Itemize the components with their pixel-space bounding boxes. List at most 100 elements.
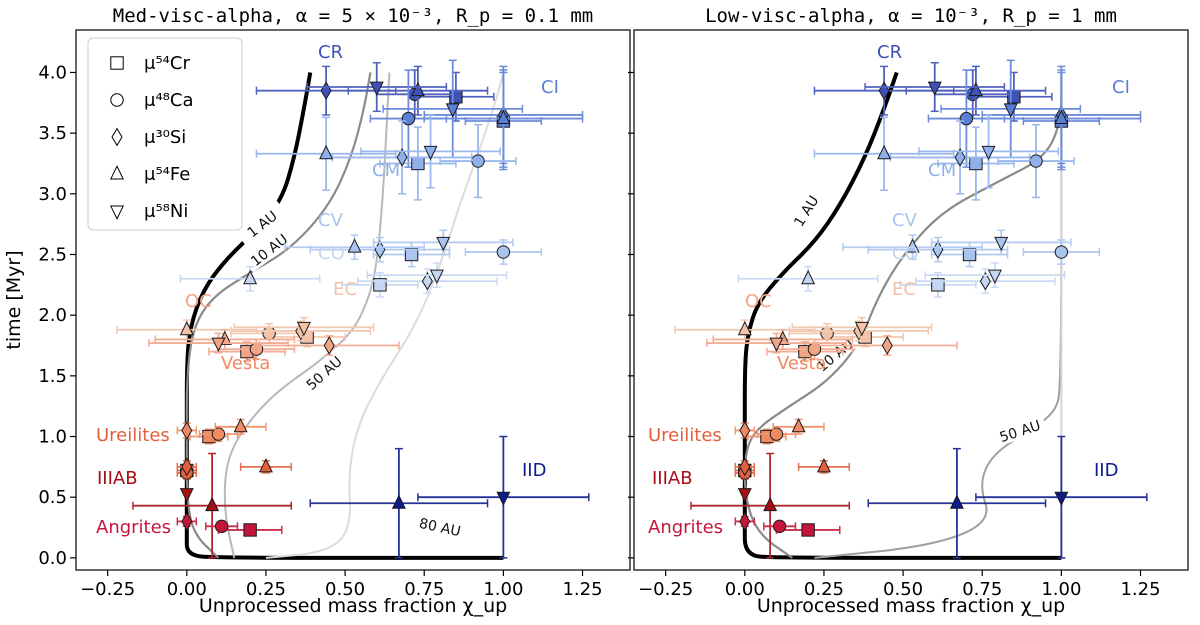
circle-marker xyxy=(769,427,784,441)
circle-marker xyxy=(401,111,416,126)
circle-marker xyxy=(496,245,511,259)
y-tick-label: 0.0 xyxy=(38,548,67,569)
x-tick-label: 0.50 xyxy=(883,579,923,600)
triangle-up-marker xyxy=(737,320,752,336)
triangle-up-marker xyxy=(801,269,816,285)
diamond-marker xyxy=(181,421,193,440)
square-marker xyxy=(962,247,977,262)
diamond-marker xyxy=(396,148,408,167)
triangle-up-marker xyxy=(816,457,831,473)
diamond-marker xyxy=(181,457,193,477)
circle-marker xyxy=(211,427,226,441)
group-label-angrites: Angrites xyxy=(96,517,171,538)
triangle-up-marker xyxy=(905,238,920,253)
triangle-up-marker xyxy=(496,109,511,125)
group-label-iid: IID xyxy=(1094,460,1118,481)
triangle-down-marker xyxy=(109,205,125,220)
group-label-cv: CV xyxy=(318,210,344,231)
y-tick-label: 1.0 xyxy=(38,427,67,448)
points-layer xyxy=(116,59,590,559)
legend-label: μ³⁰Si xyxy=(144,127,186,148)
triangle-up-marker xyxy=(109,165,125,180)
triangle-down-marker xyxy=(179,488,194,503)
x-tick-label: −0.25 xyxy=(80,579,135,600)
group-label-ec: EC xyxy=(333,279,357,300)
triangle-down-marker xyxy=(1054,491,1069,507)
triangle-down-marker xyxy=(445,103,460,118)
x-tick-label: 0.00 xyxy=(167,579,207,600)
curve-label-bg xyxy=(808,329,861,378)
diamond-marker xyxy=(954,148,966,167)
triangle-up-marker xyxy=(233,417,248,433)
group-label-co: CO xyxy=(318,243,345,264)
x-axis-label: Unprocessed mass fraction χ_up xyxy=(199,595,507,617)
group-label-cm: CM xyxy=(928,160,956,181)
group-label-cr: CR xyxy=(318,42,343,63)
triangle-down-marker xyxy=(987,269,1002,285)
y-tick-label: 0.5 xyxy=(38,487,67,508)
square-marker xyxy=(243,523,257,537)
curve-label-bg xyxy=(412,510,468,541)
curve-50-au xyxy=(814,72,1063,559)
group-label-iiiab: IIIAB xyxy=(652,468,693,489)
x-tick-label: 0.00 xyxy=(725,579,765,600)
curve-10-au xyxy=(743,72,1063,559)
triangle-down-marker xyxy=(994,236,1009,252)
x-tick-label: 1.25 xyxy=(562,579,602,600)
x-tick-label: −0.25 xyxy=(638,579,693,600)
circle-marker xyxy=(110,93,124,107)
triangle-up-marker xyxy=(347,238,362,253)
x-tick-label: 1.25 xyxy=(1120,579,1160,600)
x-tick-label: 1.00 xyxy=(483,579,523,600)
triangle-down-marker xyxy=(429,269,444,285)
points-layer xyxy=(674,59,1148,559)
diamond-marker xyxy=(323,336,335,355)
x-tick-label: 0.75 xyxy=(962,579,1002,600)
legend: μ⁵⁴Cr μ⁴⁸Ca μ³⁰Si μ⁵⁴Fe μ⁵⁸Ni xyxy=(87,37,243,231)
y-tick-label: 3.0 xyxy=(38,184,67,205)
diamond-marker xyxy=(181,512,193,531)
x-tick-label: 0.50 xyxy=(325,579,365,600)
triangle-down-marker xyxy=(769,337,784,352)
curve-label-bg xyxy=(241,225,295,273)
diamond-marker xyxy=(739,457,751,477)
group-label-iid: IID xyxy=(522,460,546,481)
group-label-ec: EC xyxy=(892,279,916,300)
curve-label-bg xyxy=(782,183,827,238)
panel-title: Low-visc-alpha, α = 10⁻³, R_p = 1 mm xyxy=(705,5,1117,27)
triangle-up-marker xyxy=(391,494,406,509)
diamond-marker xyxy=(421,271,433,291)
triangle-down-marker xyxy=(927,81,942,96)
group-label-cr: CR xyxy=(877,42,902,63)
left-panel: −0.25 0.00 0.25 0.50 0.75 1.00 1.25 Unprocessed… xyxy=(3,5,631,617)
circle-marker xyxy=(959,111,974,126)
group-label-iiiab: IIIAB xyxy=(97,468,138,489)
triangle-down-marker xyxy=(981,145,996,161)
curve-label-bg xyxy=(297,347,349,397)
square-marker xyxy=(411,156,425,171)
circle-marker xyxy=(214,519,229,534)
circle-marker xyxy=(1029,154,1043,168)
group-label-ci: CI xyxy=(541,77,559,98)
group-label-cm: CM xyxy=(372,160,400,181)
curve-label-bg xyxy=(234,199,288,247)
y-axis-label: time [Myr] xyxy=(3,250,25,349)
triangle-up-marker xyxy=(258,457,273,473)
triangle-up-marker xyxy=(763,496,778,512)
triangle-up-marker xyxy=(205,496,220,512)
x-tick-label: 0.75 xyxy=(404,579,444,600)
x-tick-label: 1.00 xyxy=(1041,579,1081,600)
triangle-up-marker xyxy=(877,144,892,160)
square-marker xyxy=(110,56,124,70)
circle-marker xyxy=(262,326,276,341)
circle-marker xyxy=(1054,245,1069,259)
group-label-angrites: Angrites xyxy=(648,517,723,538)
triangle-up-marker xyxy=(1054,109,1069,125)
circle-marker xyxy=(772,519,787,534)
curve-label-bg xyxy=(991,412,1048,447)
x-tick-label: 0.25 xyxy=(246,579,286,600)
curve-10-au xyxy=(185,72,372,559)
triangle-up-marker xyxy=(968,81,983,97)
group-label-co: CO xyxy=(892,243,919,264)
